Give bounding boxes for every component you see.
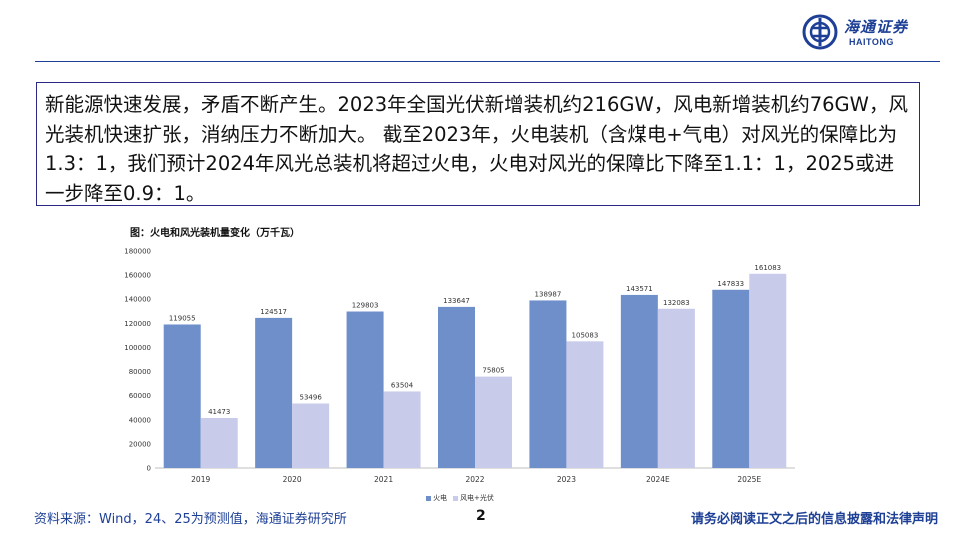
x-tick-label: 2019: [191, 475, 210, 484]
y-tick-label: 120000: [124, 320, 151, 328]
bar: [383, 391, 421, 468]
data-label: 161083: [754, 264, 781, 272]
bar: [163, 324, 201, 468]
legend-label: 风电+光伏: [460, 494, 494, 502]
x-tick-label: 2022: [465, 475, 484, 484]
bar: [346, 311, 384, 468]
y-tick-label: 160000: [124, 272, 151, 280]
capacity-chart: 0 20000 40000 60000 80000 100000 120000 140000 1…: [110, 218, 810, 508]
legend-item: 风电+光伏: [453, 494, 494, 502]
y-tick-label: 60000: [129, 392, 151, 400]
data-label: 132083: [663, 299, 690, 307]
data-label: 53496: [300, 394, 323, 402]
y-tick-label: 0: [147, 465, 151, 473]
x-tick-label: 2024E: [646, 475, 670, 484]
x-tick-label: 2021: [374, 475, 393, 484]
header-divider: [35, 61, 940, 62]
x-tick-label: 2025E: [737, 475, 761, 484]
bar: [529, 300, 567, 468]
legend-item: 火电: [426, 494, 447, 502]
y-tick-label: 80000: [129, 368, 151, 376]
bar: [712, 289, 750, 468]
x-tick-label: 2020: [283, 475, 302, 484]
bar: [620, 294, 658, 468]
legend-swatch: [426, 495, 432, 501]
data-label: 75805: [482, 367, 504, 375]
legend-label: 火电: [433, 494, 448, 502]
bar: [255, 317, 293, 468]
bar: [749, 273, 787, 468]
bar-chart-plot: 0 20000 40000 60000 80000 100000 120000 140000 1…: [124, 248, 795, 484]
x-tick-label: 2023: [557, 475, 576, 484]
chart-legend: 火电 风电+光伏: [110, 493, 810, 503]
y-tick-label: 40000: [129, 416, 151, 424]
bar: [292, 403, 330, 468]
footer-disclaimer[interactable]: 请务必阅读正文之后的信息披露和法律声明: [690, 512, 938, 527]
data-label: 119055: [169, 314, 196, 322]
bar: [566, 341, 604, 468]
chart-title: 图：火电和风光装机量变化（万千瓦）: [130, 228, 300, 239]
y-tick-label: 20000: [129, 440, 151, 448]
y-tick-label: 100000: [124, 344, 151, 352]
data-label: 147833: [717, 280, 744, 288]
data-label: 133647: [443, 297, 470, 305]
haitong-logo-icon: [802, 14, 838, 50]
page-number: 2: [476, 508, 486, 524]
data-label: 124517: [260, 308, 287, 316]
y-tick-label: 180000: [124, 248, 151, 256]
data-label: 143571: [626, 285, 653, 293]
logo-text-cn: 海通证券: [844, 18, 909, 36]
logo-text-en: HAITONG: [849, 37, 894, 47]
data-label: 63504: [391, 381, 414, 389]
data-label: 41473: [208, 408, 230, 416]
bar: [475, 376, 512, 468]
footer-source: 资料来源：Wind，24、25为预测值，海通证券研究所: [34, 512, 347, 527]
bar: [200, 418, 238, 468]
summary-box: 新能源快速发展，矛盾不断产生。2023年全国光伏新增装机约216GW，风电新增装…: [36, 82, 920, 206]
summary-text: 新能源快速发展，矛盾不断产生。2023年全国光伏新增装机约216GW，风电新增装…: [45, 93, 908, 205]
legend-swatch: [453, 495, 459, 501]
data-label: 129803: [352, 302, 379, 310]
bar: [657, 308, 695, 468]
data-label: 138987: [535, 290, 562, 298]
data-label: 105083: [572, 331, 599, 339]
y-tick-label: 140000: [124, 296, 151, 304]
bar: [438, 306, 475, 468]
company-logo: 海通证券 HAITONG: [802, 12, 942, 52]
